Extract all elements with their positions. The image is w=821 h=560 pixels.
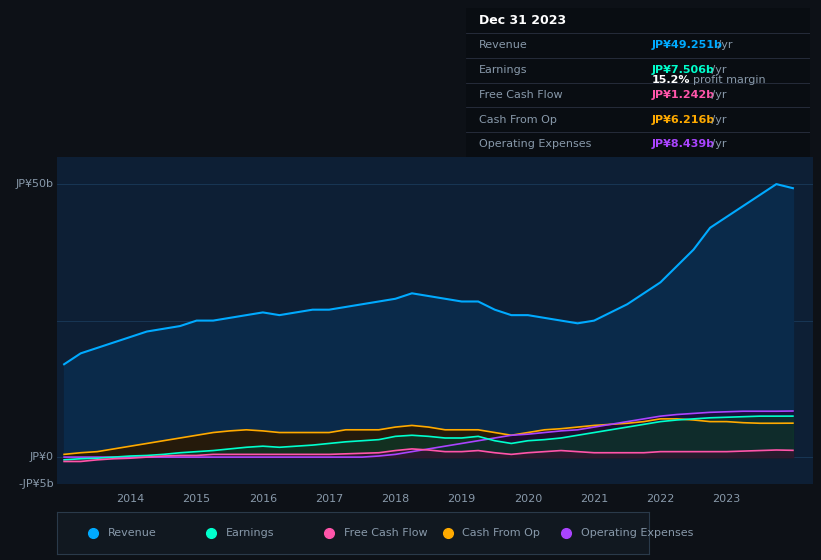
Text: JP¥0: JP¥0: [30, 452, 53, 462]
Text: /yr: /yr: [713, 40, 732, 50]
Text: Cash From Op: Cash From Op: [462, 529, 540, 538]
Text: JP¥49.251b: JP¥49.251b: [652, 40, 722, 50]
Text: Cash From Op: Cash From Op: [479, 115, 557, 125]
Text: Dec 31 2023: Dec 31 2023: [479, 14, 566, 27]
Text: /yr: /yr: [708, 90, 726, 100]
Text: Revenue: Revenue: [108, 529, 157, 538]
Text: JP¥8.439b: JP¥8.439b: [652, 139, 715, 150]
Text: Free Cash Flow: Free Cash Flow: [479, 90, 563, 100]
Text: /yr: /yr: [708, 139, 726, 150]
Text: Operating Expenses: Operating Expenses: [479, 139, 592, 150]
Text: Earnings: Earnings: [479, 65, 528, 75]
Text: JP¥50b: JP¥50b: [16, 179, 53, 189]
Text: 15.2%: 15.2%: [652, 74, 690, 85]
Text: Revenue: Revenue: [479, 40, 528, 50]
Text: /yr: /yr: [708, 65, 726, 75]
Text: Free Cash Flow: Free Cash Flow: [344, 529, 428, 538]
Text: -JP¥5b: -JP¥5b: [18, 479, 53, 489]
Text: Operating Expenses: Operating Expenses: [580, 529, 693, 538]
Text: /yr: /yr: [708, 115, 726, 125]
Text: JP¥1.242b: JP¥1.242b: [652, 90, 715, 100]
Text: profit margin: profit margin: [693, 74, 766, 85]
Text: Earnings: Earnings: [226, 529, 274, 538]
Text: JP¥7.506b: JP¥7.506b: [652, 65, 714, 75]
Text: JP¥6.216b: JP¥6.216b: [652, 115, 715, 125]
